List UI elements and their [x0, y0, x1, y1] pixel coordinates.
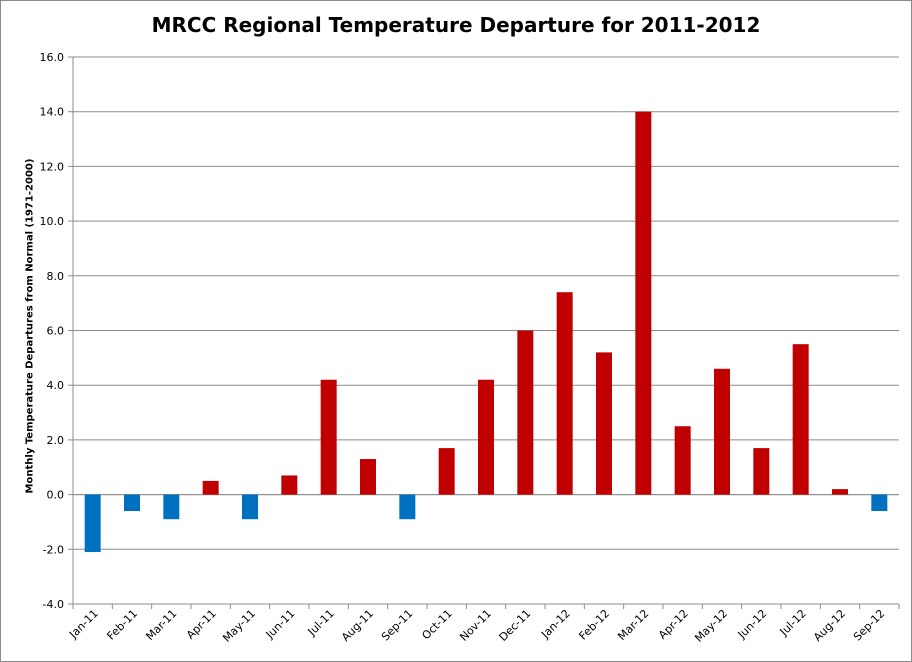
y-tick-label: 12.0	[40, 160, 65, 173]
bar	[163, 494, 180, 520]
x-tick-label: Feb-12	[576, 607, 612, 643]
y-tick-label: -4.0	[43, 598, 64, 611]
x-tick-label: May-12	[692, 607, 730, 645]
bar	[556, 292, 573, 495]
bar	[753, 448, 770, 495]
y-tick-label: 4.0	[47, 379, 65, 392]
x-tick-label: Sep-12	[851, 607, 888, 644]
x-tick-label: Jan-12	[538, 607, 573, 642]
x-tick-label: Jul-12	[777, 607, 809, 639]
x-tick-label: Mar-11	[143, 607, 179, 643]
y-tick-label: 2.0	[47, 434, 65, 447]
bar	[320, 379, 337, 495]
chart-title: MRCC Regional Temperature Departure for …	[151, 13, 761, 37]
bar	[871, 494, 888, 512]
x-tick-label: Nov-11	[457, 607, 494, 644]
y-tick-label: 14.0	[40, 106, 65, 119]
bar	[596, 352, 612, 495]
bar	[84, 494, 101, 553]
x-tick-label: Feb-11	[104, 607, 140, 643]
bar	[242, 494, 258, 520]
y-tick-label: 0.0	[47, 489, 65, 502]
bar	[832, 489, 848, 495]
bar	[714, 368, 730, 495]
bar	[281, 475, 298, 495]
x-tick-label: Apr-12	[656, 607, 691, 642]
bar	[792, 344, 809, 495]
y-tick-label: -2.0	[43, 543, 64, 556]
bar	[438, 448, 455, 495]
y-tick-label: 6.0	[47, 325, 65, 338]
x-tick-label: Apr-11	[184, 607, 219, 642]
bar	[124, 494, 140, 512]
bar	[478, 379, 494, 495]
bar	[517, 330, 534, 495]
x-tick-label: Jan-11	[66, 607, 101, 642]
x-tick-label: Jul-11	[305, 607, 337, 639]
x-tick-label: Aug-12	[811, 607, 848, 644]
y-tick-label: 8.0	[47, 270, 65, 283]
y-tick-label: 16.0	[40, 51, 65, 64]
x-tick-label: Jun-11	[263, 607, 298, 642]
x-tick-label: Mar-12	[615, 607, 651, 643]
x-tick-label: Aug-11	[339, 607, 376, 644]
x-tick-label: Jun-12	[735, 607, 770, 642]
bar	[202, 480, 219, 495]
x-tick-label: Dec-11	[496, 607, 533, 644]
x-tick-label: May-11	[220, 607, 258, 645]
y-tick-label: 10.0	[40, 215, 65, 228]
bar	[360, 459, 376, 495]
bar	[635, 111, 652, 495]
x-tick-label: Oct-11	[419, 607, 454, 642]
bar	[674, 426, 691, 495]
x-tick-label: Sep-11	[379, 607, 416, 644]
bar	[399, 494, 416, 520]
